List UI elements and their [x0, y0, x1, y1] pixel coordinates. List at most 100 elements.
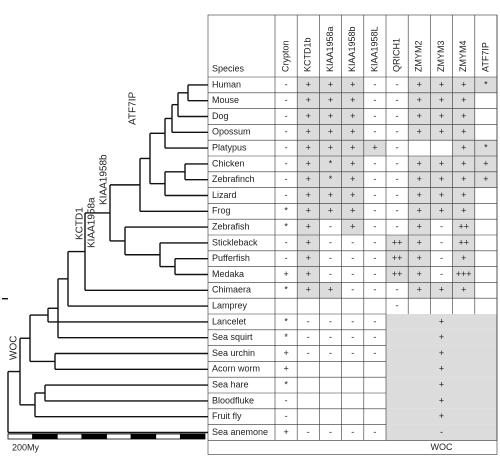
scale-segment: [179, 433, 206, 440]
cell-value: -: [285, 79, 288, 89]
column-header: KCTD1b: [303, 37, 313, 72]
cell-shade: [430, 92, 453, 109]
cell-value: -: [329, 427, 332, 437]
cell-value: +: [439, 332, 444, 342]
cell-value: +: [417, 206, 422, 216]
cell-value: -: [351, 253, 354, 263]
species-name: Sea hare: [212, 379, 249, 389]
species-name: Lamprey: [212, 300, 248, 310]
cell-value: +: [350, 174, 355, 184]
species-name: Pufferfish: [212, 253, 250, 263]
cell-value: -: [285, 158, 288, 168]
scale-segment: [106, 433, 132, 440]
cell-value: +: [417, 285, 422, 295]
cell-value: +: [328, 95, 333, 105]
cell-shade: [341, 203, 364, 220]
cell-value: +: [350, 95, 355, 105]
cell-shade: [408, 266, 431, 283]
cell-value: +: [417, 127, 422, 137]
column-header: ZMYM2: [414, 41, 424, 73]
cell-shade: [408, 124, 431, 141]
cell-shade: [452, 108, 475, 125]
cell-shade: [341, 77, 364, 93]
cell-value: -: [373, 190, 376, 200]
cell-shade: [452, 77, 475, 93]
cell-value: *: [284, 316, 288, 326]
cell-value: +: [417, 253, 422, 263]
cell-value: -: [351, 332, 354, 342]
scale-segment: [56, 433, 83, 440]
cell-shade: [452, 282, 475, 299]
cell-value: +: [417, 269, 422, 279]
cell-value: +: [439, 411, 444, 421]
cell-value: +: [306, 237, 311, 247]
species-name: Mouse: [212, 95, 239, 105]
species-name: Frog: [212, 206, 231, 216]
cell-shade: [297, 140, 320, 156]
cell-value: +: [350, 127, 355, 137]
cell-value: +: [306, 95, 311, 105]
species-name: Acorn worm: [212, 364, 260, 374]
cell-shade: [319, 108, 342, 125]
scale-segment: [32, 433, 58, 440]
cell-shade: [452, 250, 475, 267]
cell-value: +: [350, 142, 355, 152]
column-header: ZMYM4: [458, 41, 468, 73]
cell-value: ++: [458, 237, 469, 247]
cell-value: +: [417, 190, 422, 200]
cell-value: -: [285, 142, 288, 152]
cell-shade: [430, 108, 453, 125]
cell-shade: [386, 250, 409, 267]
cell-value: +: [461, 142, 466, 152]
cell-value: -: [351, 237, 354, 247]
cell-shade: [386, 424, 497, 441]
species-name: Sea squirt: [212, 332, 253, 342]
cell-shade: [341, 108, 364, 125]
tree-label: KCTD1: [75, 207, 86, 240]
cell-value: +: [306, 269, 311, 279]
cell-value: -: [285, 174, 288, 184]
cell-value: +: [306, 79, 311, 89]
cell-shade: [474, 171, 497, 188]
cell-value: ++: [458, 221, 469, 231]
cell-value: +: [328, 142, 333, 152]
cell-shade: [430, 282, 453, 299]
cell-value: -: [373, 237, 376, 247]
cell-value: ++: [392, 237, 403, 247]
cell-value: -: [351, 348, 354, 358]
cell-shade: [452, 203, 475, 220]
cell-shade: [386, 266, 409, 283]
species-name: Lizard: [212, 190, 237, 200]
cell-shade: [408, 108, 431, 125]
column-header: KIAA1958a: [325, 26, 335, 72]
cell-shade: [386, 235, 409, 251]
cell-value: -: [373, 332, 376, 342]
cell-shade: [341, 171, 364, 188]
column-header: KIAA1958b: [347, 26, 357, 72]
cell-value: -: [373, 127, 376, 137]
cell-value: +: [439, 316, 444, 326]
cell-value: -: [396, 221, 399, 231]
cell-value: +: [350, 158, 355, 168]
cell-shade: [430, 124, 453, 141]
species-name: Fruit fly: [212, 411, 242, 421]
cell-value: -: [373, 221, 376, 231]
cell-value: +: [439, 395, 444, 405]
cell-shade: [452, 92, 475, 109]
cell-shade: [297, 187, 320, 204]
cell-value: +++: [456, 269, 472, 279]
cell-value: +: [439, 364, 444, 374]
cell-shade: [297, 266, 320, 283]
cell-value: +: [306, 253, 311, 263]
cell-value: -: [396, 174, 399, 184]
cell-shade: [363, 140, 386, 156]
cell-shade: [297, 156, 320, 172]
scale-segment: [130, 433, 157, 440]
column-header: QRICH1: [391, 38, 401, 72]
cell-value: +: [439, 379, 444, 389]
cell-value: +: [350, 206, 355, 216]
cell-value: -: [373, 111, 376, 121]
cell-value: +: [328, 190, 333, 200]
cell-value: -: [396, 79, 399, 89]
cell-value: -: [396, 127, 399, 137]
